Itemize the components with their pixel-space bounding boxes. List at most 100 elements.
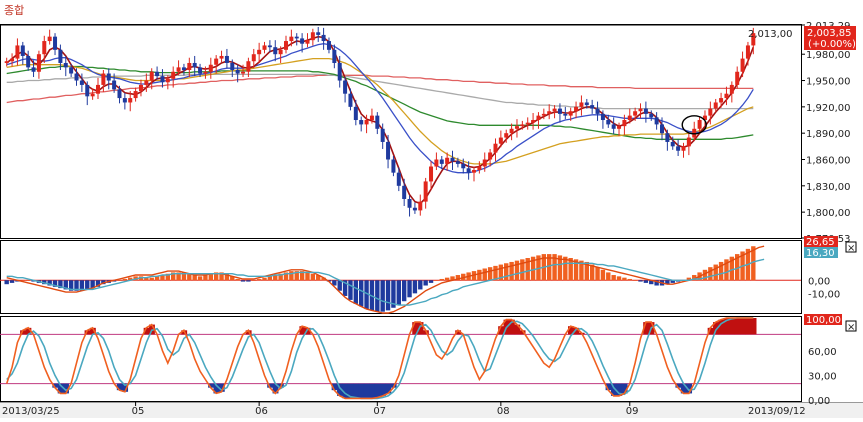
candle-body: [493, 143, 498, 153]
stoch-oversold-fill: [353, 383, 360, 399]
candle-body: [617, 126, 622, 129]
candle-body: [498, 137, 503, 144]
stoch-overbought-fill: [508, 319, 515, 335]
price-tick-label: 1,890,00: [806, 129, 851, 140]
stoch-oversold-fill: [374, 383, 381, 398]
current-price-badge: [804, 26, 856, 50]
highlight-circle: [681, 115, 707, 135]
high-marker-label: 2,013,00: [748, 29, 793, 40]
macd-histogram-bar: [197, 276, 203, 281]
stoch-tick-label: 30,00: [808, 371, 837, 382]
chart-title: 종합: [4, 4, 24, 17]
candle-body: [300, 38, 305, 44]
price-panel-border: [0, 24, 802, 239]
macd-histogram-bar: [52, 280, 58, 287]
stoch-oversold-fill: [358, 383, 365, 399]
stoch-overbought-fill: [143, 327, 150, 335]
stoch-close-icon[interactable]: ×: [845, 320, 857, 333]
macd-tick-label: 0,00: [808, 276, 830, 287]
candle-body: [434, 159, 439, 167]
macd-histogram-bar: [482, 268, 487, 281]
candle-body: [74, 73, 79, 81]
candle-body: [31, 67, 36, 72]
candle-body: [622, 120, 627, 127]
candle-body: [423, 181, 428, 202]
candle-body: [375, 115, 380, 129]
macd-histogram-bar: [487, 267, 493, 281]
signal-badge-value: 16,30: [806, 248, 835, 259]
macd-histogram-bar: [606, 272, 611, 281]
macd-histogram-bar: [165, 273, 171, 281]
macd-histogram-bar: [63, 280, 68, 290]
macd-histogram-bar: [412, 280, 418, 294]
macd-histogram-bar: [547, 254, 552, 281]
macd-histogram-bar: [557, 255, 563, 281]
macd-histogram-bar: [332, 280, 337, 286]
price-layer: [0, 24, 801, 217]
macd-histogram-bar: [144, 277, 149, 281]
candle-body: [751, 33, 756, 46]
candle-body: [563, 113, 568, 116]
stoch-overbought-fill: [745, 318, 752, 335]
candle-body: [353, 106, 358, 121]
stoch-overbought-fill: [412, 322, 419, 335]
stoch-overbought-fill: [568, 326, 574, 335]
candle-body: [568, 111, 573, 116]
candle-body: [69, 67, 74, 74]
macd-histogram-bar: [552, 254, 557, 281]
macd-histogram-bar: [493, 265, 498, 281]
macd-histogram-bar: [149, 277, 154, 281]
macd-histogram-bar: [74, 280, 79, 291]
candle-body: [235, 70, 240, 74]
stoch-oversold-fill: [122, 383, 129, 392]
candle-body: [477, 166, 482, 171]
macd-histogram-bar: [735, 254, 740, 281]
candle-body: [504, 133, 509, 138]
macd-histogram-bar: [299, 271, 305, 281]
candle-body: [600, 113, 605, 121]
candle-body: [740, 58, 745, 72]
macd-histogram-bar: [530, 256, 536, 281]
macd-histogram-bar: [240, 280, 246, 282]
candle-body: [461, 163, 466, 169]
macd-histogram-bar: [708, 267, 713, 281]
stoch-overbought-fill: [417, 322, 424, 335]
stoch-oversold-fill: [52, 383, 59, 388]
candle-body: [482, 159, 487, 167]
macd-histogram-bar: [208, 273, 213, 281]
macd-histogram-bar: [187, 273, 192, 281]
candle-body: [439, 159, 444, 164]
macd-histogram-bar: [154, 276, 160, 281]
candle-body: [316, 32, 321, 35]
candle-body: [547, 111, 552, 114]
stoch-layer: [0, 317, 801, 400]
candle-body: [611, 124, 616, 129]
macd-histogram-bar: [455, 275, 461, 281]
macd-histogram-bar: [434, 280, 439, 281]
macd-close-icon[interactable]: ×: [845, 241, 857, 254]
candle-body: [187, 62, 192, 71]
macd-histogram-bar: [256, 278, 262, 281]
candle-body: [165, 78, 170, 83]
macd-histogram-bar: [20, 280, 25, 281]
stoch-line-d: [6, 317, 754, 400]
stoch-oversold-fill: [218, 383, 225, 392]
macd-histogram-bar: [128, 277, 133, 281]
macd-histogram-bar: [638, 280, 643, 282]
macd-histogram-bar: [632, 280, 638, 281]
candle-body: [531, 120, 536, 123]
candle-body: [85, 84, 90, 97]
stoch-overbought-fill: [707, 327, 714, 335]
x-tick-label: 2013/03/25: [2, 406, 60, 417]
macd-histogram-bar: [702, 269, 708, 281]
candle-body: [144, 80, 149, 85]
candle-body: [729, 84, 734, 94]
ma-line-ma240: [6, 73, 754, 110]
stoch-oversold-fill: [213, 383, 220, 394]
macd-histogram-bar: [573, 259, 579, 281]
macd-histogram-bar: [407, 280, 412, 298]
stoch-overbought-fill: [723, 318, 730, 335]
macd-histogram-bar: [294, 271, 299, 281]
